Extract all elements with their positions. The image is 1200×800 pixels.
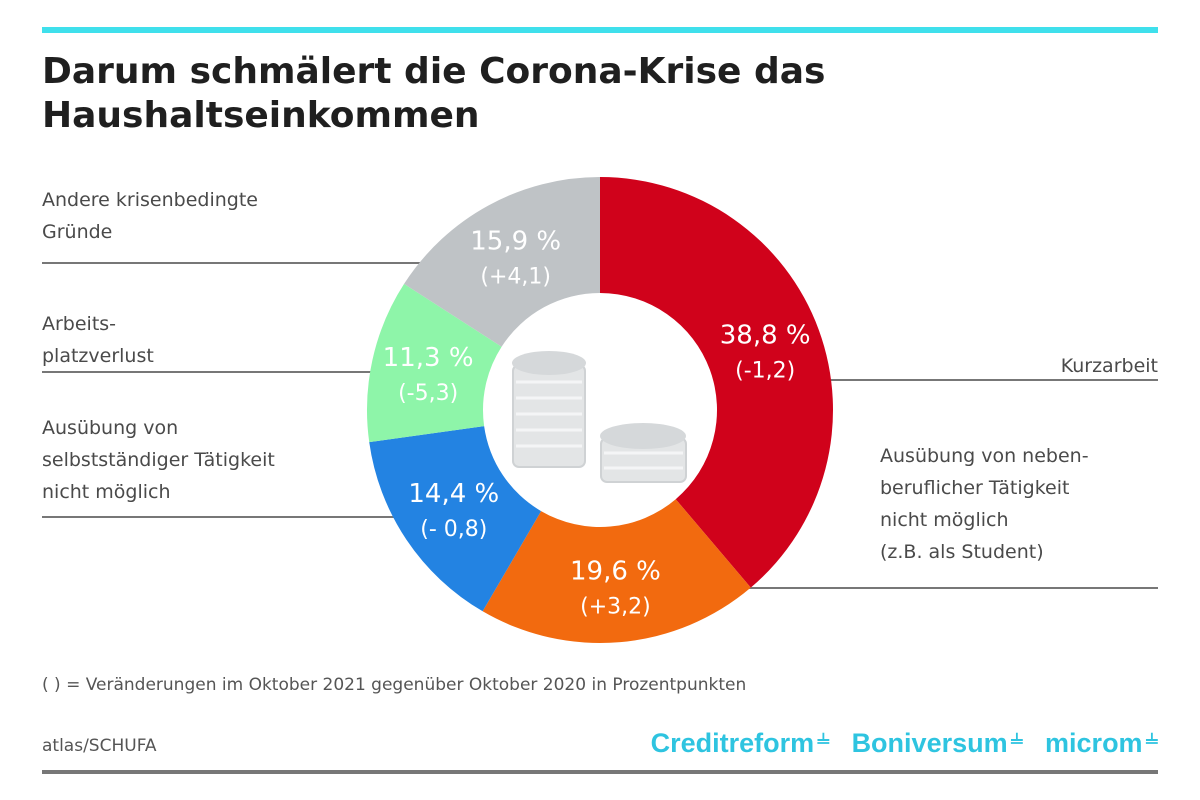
source-credit: atlas/SCHUFA xyxy=(42,736,157,756)
slice-change-label-0: (-1,2) xyxy=(735,358,795,383)
donut-slice-1 xyxy=(482,499,751,643)
slice-value-label-3: 11,3 % xyxy=(383,343,474,373)
slice-change-label-3: (-5,3) xyxy=(398,381,458,406)
donut-slice-0 xyxy=(600,177,833,588)
footnote: ( ) = Veränderungen im Oktober 2021 gege… xyxy=(42,675,747,695)
slice-value-label-1: 19,6 % xyxy=(570,556,661,586)
logo-row: Creditreform ⫨ Boniversum ⫨ microm ⫨ xyxy=(650,724,1158,759)
slice-value-label-0: 38,8 % xyxy=(720,320,811,350)
bottom-rule xyxy=(42,770,1158,774)
leader-line-selbststaendig xyxy=(42,516,498,518)
label-kurzarbeit: Kurzarbeit xyxy=(1060,355,1158,377)
slice-change-label-4: (+4,1) xyxy=(480,265,551,290)
slice-value-label-4: 15,9 % xyxy=(470,227,561,257)
donut-slice-3 xyxy=(367,283,502,443)
leader-line-nebenberuflich xyxy=(570,587,1158,589)
label-andere: Andere krisenbedingte Gründe xyxy=(42,189,258,243)
leader-line-arbeitsplatz xyxy=(42,371,470,373)
boniversum-logo: Boniversum ⫨ xyxy=(851,724,1024,759)
coin-stacks-icon xyxy=(512,351,687,483)
label-arbeitsplatzverlust: Arbeits- platzverlust xyxy=(42,313,154,367)
leader-line-andere xyxy=(42,262,577,264)
donut-slice-2 xyxy=(369,426,542,612)
donut-slice-4 xyxy=(404,177,600,347)
accent-bar xyxy=(42,27,1158,33)
creditreform-logo: Creditreform ⫨ xyxy=(650,724,830,759)
slice-value-label-2: 14,4 % xyxy=(408,479,499,509)
label-selbststaendig: Ausübung von selbstständiger Tätigkeit n… xyxy=(42,417,275,503)
chart-title: Darum schmälert die Corona-Krise das Hau… xyxy=(42,51,826,136)
leader-line-kurzarbeit xyxy=(722,379,1158,381)
slice-change-label-1: (+3,2) xyxy=(580,594,651,619)
label-nebenberuflich: Ausübung von neben- beruflicher Tätigkei… xyxy=(880,445,1089,563)
microm-logo: microm ⫨ xyxy=(1045,724,1158,759)
slice-change-label-2: (- 0,8) xyxy=(420,517,487,542)
